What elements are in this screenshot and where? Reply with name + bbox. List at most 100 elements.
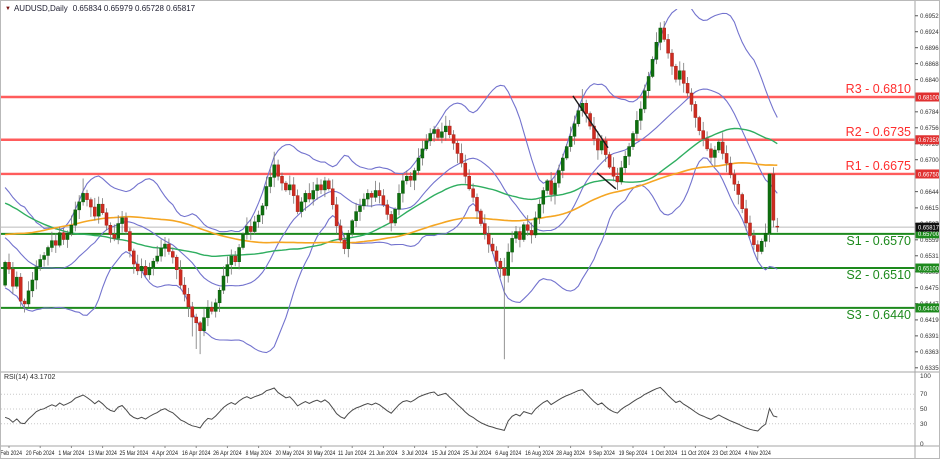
candle[interactable] bbox=[202, 317, 206, 331]
candle[interactable] bbox=[775, 225, 780, 228]
candle[interactable] bbox=[678, 70, 682, 80]
candle[interactable] bbox=[303, 193, 308, 203]
candle[interactable] bbox=[264, 186, 269, 207]
candle[interactable] bbox=[233, 255, 237, 263]
candle[interactable] bbox=[736, 183, 741, 195]
candle[interactable] bbox=[428, 133, 432, 142]
candle[interactable] bbox=[553, 182, 557, 195]
candle[interactable] bbox=[346, 233, 351, 249]
candle[interactable] bbox=[705, 138, 709, 150]
candle[interactable] bbox=[159, 247, 163, 257]
candle[interactable] bbox=[182, 284, 187, 295]
candle[interactable] bbox=[73, 209, 78, 226]
candle[interactable] bbox=[210, 307, 214, 312]
candle[interactable] bbox=[424, 140, 429, 150]
candle[interactable] bbox=[767, 173, 772, 234]
candle[interactable] bbox=[139, 266, 144, 272]
candle[interactable] bbox=[728, 162, 733, 175]
candle[interactable] bbox=[143, 266, 148, 276]
candle[interactable] bbox=[34, 266, 39, 281]
candle[interactable] bbox=[568, 136, 573, 147]
candle[interactable] bbox=[564, 146, 569, 159]
candle[interactable] bbox=[249, 226, 253, 232]
candle[interactable] bbox=[447, 125, 452, 135]
candle[interactable] bbox=[576, 110, 581, 125]
candle[interactable] bbox=[93, 206, 97, 217]
candle[interactable] bbox=[178, 269, 183, 286]
candle[interactable] bbox=[57, 232, 62, 246]
candle[interactable] bbox=[713, 149, 717, 158]
candle[interactable] bbox=[518, 231, 522, 240]
candle[interactable] bbox=[241, 234, 245, 248]
candle[interactable] bbox=[584, 103, 588, 114]
candle[interactable] bbox=[213, 302, 218, 312]
candle[interactable] bbox=[436, 129, 440, 138]
candle[interactable] bbox=[245, 226, 249, 235]
candlesticks[interactable] bbox=[3, 21, 780, 360]
candle[interactable] bbox=[26, 290, 31, 305]
candle[interactable] bbox=[631, 133, 635, 147]
candle[interactable] bbox=[455, 142, 460, 154]
candle[interactable] bbox=[7, 262, 11, 270]
candle[interactable] bbox=[272, 164, 276, 178]
candle[interactable] bbox=[494, 250, 499, 262]
support-resistance-lines[interactable] bbox=[1, 95, 915, 309]
candle[interactable] bbox=[120, 217, 124, 224]
candle[interactable] bbox=[611, 166, 616, 177]
candle[interactable] bbox=[311, 190, 315, 200]
candle[interactable] bbox=[479, 210, 483, 224]
candle[interactable] bbox=[174, 256, 179, 270]
candle[interactable] bbox=[654, 42, 659, 60]
candle[interactable] bbox=[96, 203, 101, 217]
candle[interactable] bbox=[280, 175, 284, 184]
candle[interactable] bbox=[506, 251, 510, 276]
candle[interactable] bbox=[522, 224, 526, 240]
candle[interactable] bbox=[147, 267, 152, 276]
candle[interactable] bbox=[22, 300, 27, 305]
candle[interactable] bbox=[600, 140, 604, 151]
candle[interactable] bbox=[30, 279, 35, 292]
price-axis[interactable]: 0.69525 0.69245 0.68965 0.68685 0.68405 0.678… bbox=[915, 13, 940, 372]
candle[interactable] bbox=[607, 154, 612, 168]
candle[interactable] bbox=[323, 180, 327, 191]
candle[interactable] bbox=[38, 259, 42, 268]
candle[interactable] bbox=[85, 193, 89, 200]
candle[interactable] bbox=[393, 209, 397, 224]
candle[interactable] bbox=[658, 27, 663, 43]
candle[interactable] bbox=[572, 123, 577, 137]
candle[interactable] bbox=[46, 247, 50, 256]
candle[interactable] bbox=[681, 70, 686, 84]
candle[interactable] bbox=[163, 243, 167, 249]
candle[interactable] bbox=[444, 125, 448, 133]
candle[interactable] bbox=[650, 59, 655, 77]
candle[interactable] bbox=[471, 188, 475, 198]
candle[interactable] bbox=[252, 221, 257, 232]
candle[interactable] bbox=[167, 243, 171, 252]
candle[interactable] bbox=[362, 198, 366, 207]
candle[interactable] bbox=[198, 322, 202, 331]
candle[interactable] bbox=[381, 195, 386, 205]
candle[interactable] bbox=[89, 199, 93, 208]
rsi-axis[interactable]: 100 70 50 30 0 bbox=[920, 373, 931, 448]
candle[interactable] bbox=[112, 234, 117, 239]
candle[interactable] bbox=[221, 275, 226, 291]
candle[interactable] bbox=[412, 170, 417, 181]
candle[interactable] bbox=[623, 156, 627, 168]
candle[interactable] bbox=[135, 263, 140, 272]
candle[interactable] bbox=[756, 244, 760, 252]
candle[interactable] bbox=[104, 212, 109, 226]
candle[interactable] bbox=[276, 164, 280, 177]
candle[interactable] bbox=[502, 267, 507, 276]
candle[interactable] bbox=[369, 193, 374, 198]
candle[interactable] bbox=[334, 204, 339, 227]
trendline-2[interactable] bbox=[596, 172, 617, 190]
candle[interactable] bbox=[416, 157, 421, 171]
candle[interactable] bbox=[541, 190, 546, 205]
candle[interactable] bbox=[42, 255, 46, 260]
candle[interactable] bbox=[190, 306, 195, 318]
candle[interactable] bbox=[463, 162, 468, 177]
candle[interactable] bbox=[533, 217, 538, 236]
candle[interactable] bbox=[744, 208, 748, 224]
candle[interactable] bbox=[724, 153, 729, 164]
